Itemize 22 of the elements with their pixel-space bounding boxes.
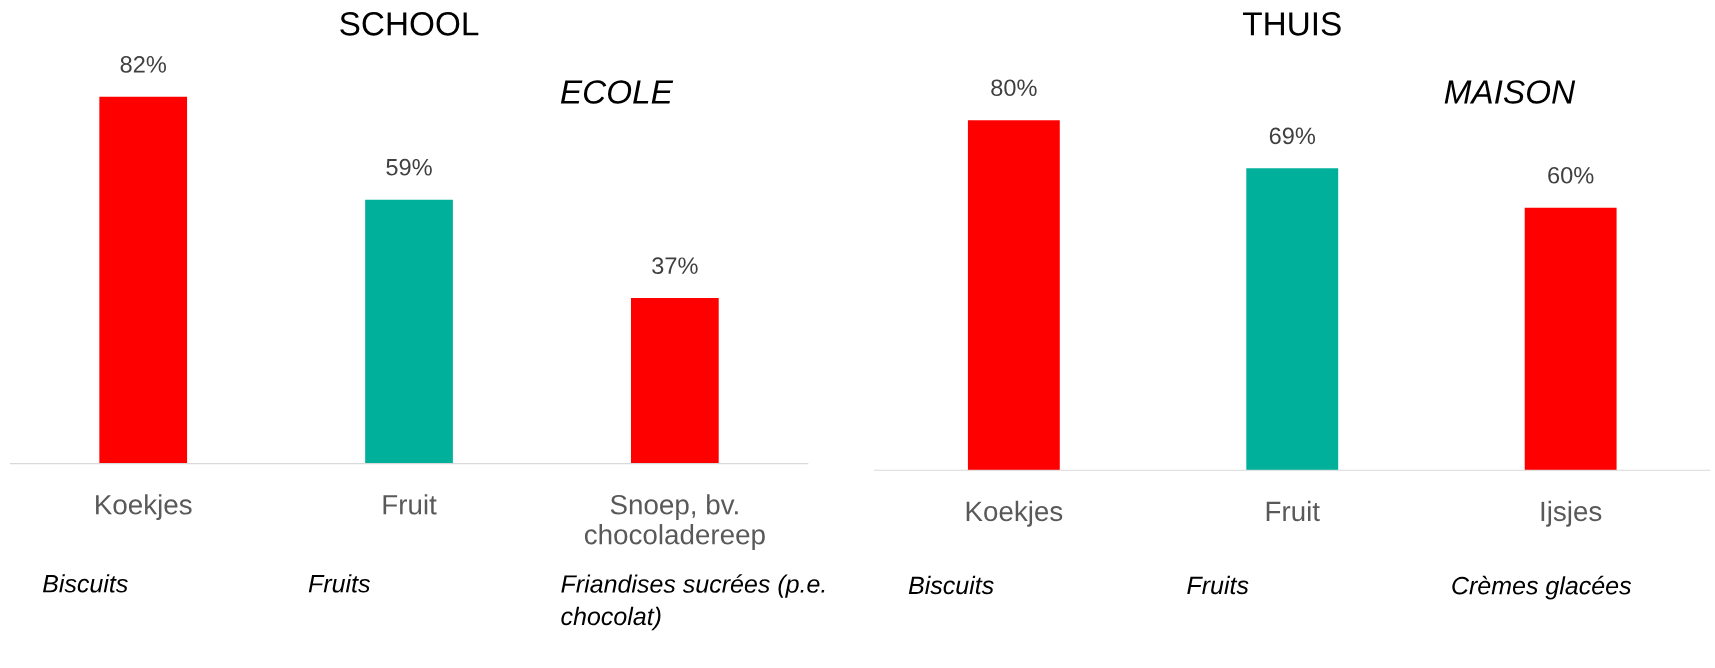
x-tick-label: Koekjes [96, 494, 192, 521]
text: Biscuits [908, 575, 994, 595]
chart-title: SCHOOL [340, 12, 479, 36]
x-tick-label: Fruit [383, 494, 437, 515]
data-label: 82% [120, 56, 166, 73]
text: Biscuits [42, 574, 128, 593]
text: Friandises sucrées (p.e. chocolat) [561, 574, 825, 631]
chart-title: THUIS [1243, 12, 1341, 36]
x-tick-label: Koekjes [966, 500, 1063, 527]
text: Fruits [1187, 575, 1249, 595]
text: Fruits [308, 574, 370, 593]
x-tick-label: Fruit [1266, 500, 1320, 522]
data-label: 80% [991, 79, 1037, 97]
data-label: 59% [386, 158, 432, 176]
data-label: 37% [652, 257, 698, 274]
x-tick-label: Ijsjes [1541, 500, 1602, 527]
text: Crèmes glacées [1452, 575, 1632, 600]
chart-subtitle: MAISON [1444, 80, 1576, 104]
x-tick-label: Snoep, bv. chocoladereep [584, 494, 765, 550]
data-label: 60% [1548, 166, 1594, 184]
chart-subtitle: ECOLE [560, 80, 674, 104]
data-label: 69% [1269, 127, 1316, 145]
